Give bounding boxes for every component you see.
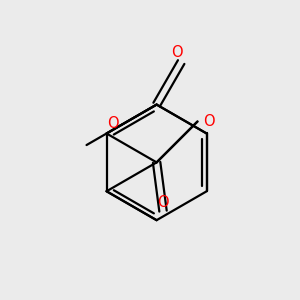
Text: O: O xyxy=(157,195,169,210)
Text: O: O xyxy=(107,116,119,131)
Text: O: O xyxy=(203,114,215,129)
Text: O: O xyxy=(171,45,183,60)
